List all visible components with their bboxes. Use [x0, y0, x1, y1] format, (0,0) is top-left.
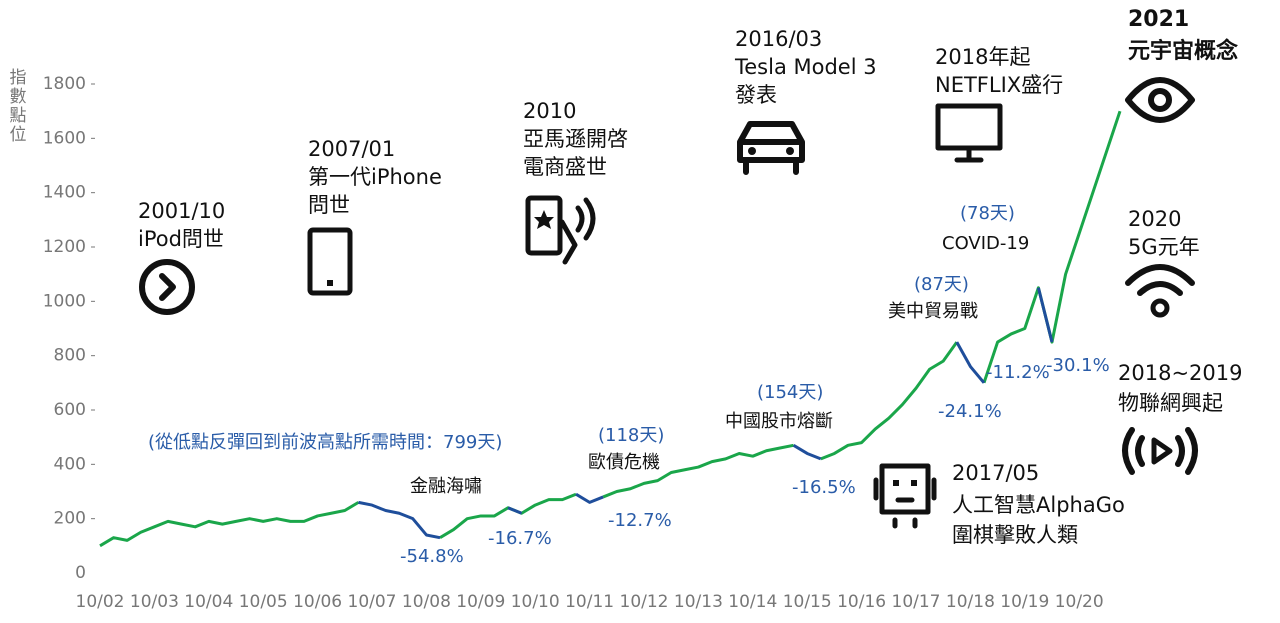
- x-tick-label: 10/10: [511, 592, 560, 612]
- annotation: (78天): [960, 203, 1015, 224]
- y-tick-label: 1800: [43, 74, 86, 94]
- annotation: 5G元年: [1128, 235, 1200, 259]
- annotation: -16.7%: [488, 528, 552, 549]
- series-line: [358, 287, 1054, 540]
- x-tick-label: 10/02: [76, 592, 125, 612]
- x-tick-label: 10/06: [293, 592, 342, 612]
- x-tick-label: 10/07: [348, 592, 397, 612]
- x-tick-label: 10/16: [837, 592, 886, 612]
- shop-star: [534, 210, 554, 229]
- annotation: (87天): [914, 274, 969, 295]
- phone-button: [327, 280, 333, 286]
- annotation: 中國股市熔斷: [725, 411, 833, 432]
- annotation: 元宇宙概念: [1128, 38, 1238, 64]
- annotation: -11.2%: [986, 362, 1050, 383]
- annotation: NETFLIX盛行: [935, 73, 1063, 97]
- annotation: 2017/05: [952, 461, 1039, 485]
- annotation: (154天): [757, 382, 823, 403]
- ipod-icon: [139, 259, 195, 315]
- eye-pupil: [1148, 88, 1172, 112]
- y-tick-label: 800: [54, 346, 86, 366]
- x-tick-label: 10/12: [620, 592, 669, 612]
- annotation: COVID-19: [942, 233, 1029, 254]
- shop-hand: [559, 197, 596, 265]
- y-tick-label: 0: [75, 563, 86, 583]
- annotation: 美中貿易戰: [888, 301, 978, 322]
- annotation: 發表: [735, 83, 777, 107]
- x-tick-label: 10/09: [456, 592, 505, 612]
- annotation: -24.1%: [938, 401, 1002, 422]
- annotation: 2016/03: [735, 27, 822, 51]
- wifi-icon: [1125, 264, 1195, 296]
- annotation: 2018~2019: [1118, 361, 1242, 385]
- icons: [139, 77, 1198, 529]
- annotation: 物聯網興起: [1118, 391, 1223, 415]
- x-tick-label: 10/05: [239, 592, 288, 612]
- x-tick-label: 10/15: [783, 592, 832, 612]
- x-tick-label: 10/20: [1055, 592, 1104, 612]
- y-tick-label: 1600: [43, 128, 86, 148]
- annotation: -12.7%: [608, 510, 672, 531]
- car-light: [748, 147, 756, 155]
- annotation: (從低點反彈回到前波高點所需時間：799天): [148, 432, 502, 453]
- y-tick-label: 200: [54, 509, 86, 529]
- iot-icon: [1122, 427, 1198, 475]
- x-tick-label: 10/14: [728, 592, 777, 612]
- annotation: 人工智慧AlphaGo: [952, 493, 1125, 517]
- x-tick-label: 10/03: [130, 592, 179, 612]
- wifi-dot: [1150, 298, 1170, 318]
- x-tick-label: 10/11: [565, 592, 614, 612]
- annotation: -16.5%: [792, 477, 856, 498]
- annotation: 2001/10: [138, 199, 225, 223]
- y-tick-label: 600: [54, 400, 86, 420]
- annotation: 2007/01: [308, 137, 395, 161]
- robot-eye: [893, 480, 899, 486]
- annotation: 圍棋擊敗人類: [952, 523, 1078, 547]
- annotation: 2021: [1128, 7, 1189, 32]
- x-tick-label: 10/04: [184, 592, 233, 612]
- annotation: 2020: [1128, 207, 1181, 231]
- eye-icon: [1125, 77, 1195, 123]
- annotation: (118天): [598, 425, 664, 446]
- robot-eye: [911, 480, 917, 486]
- car-light: [786, 147, 794, 155]
- y-tick-label: 1000: [43, 291, 86, 311]
- phone-icon: [307, 227, 353, 296]
- robot-parts: [873, 477, 937, 529]
- tv-icon: [935, 103, 1003, 151]
- y-tick-label: 1200: [43, 237, 86, 257]
- x-tick-label: 10/19: [1000, 592, 1049, 612]
- annotation: 電商盛世: [523, 155, 607, 179]
- annotation: Tesla Model 3: [734, 55, 877, 79]
- car-icon: [737, 121, 805, 175]
- x-tick-label: 10/17: [892, 592, 941, 612]
- x-tick-label: 10/13: [674, 592, 723, 612]
- annotation: -54.8%: [400, 546, 464, 567]
- y-tick-label: 1400: [43, 183, 86, 203]
- y-tick-label: 400: [54, 454, 86, 474]
- shop-icon: [525, 195, 563, 256]
- x-tick-label: 10/08: [402, 592, 451, 612]
- annotation: 金融海嘯: [410, 476, 482, 497]
- annotation: 問世: [308, 193, 350, 217]
- annotation: 第一代iPhone: [308, 165, 442, 189]
- annotation: 2010: [523, 99, 576, 123]
- annotation: iPod問世: [138, 227, 224, 251]
- annotation: -30.1%: [1046, 355, 1110, 376]
- x-tick-label: 10/18: [946, 592, 995, 612]
- y-axis-label: 指數點位: [10, 68, 27, 145]
- tv-stand: [954, 145, 984, 163]
- annotation: 歐債危機: [588, 452, 660, 473]
- iot-play: [1151, 437, 1173, 465]
- robot-icon: [879, 463, 931, 515]
- annotation: 2018年起: [935, 45, 1030, 69]
- ipod-icon-chevron: [159, 273, 176, 301]
- annotation: 亞馬遜開啓: [523, 127, 628, 151]
